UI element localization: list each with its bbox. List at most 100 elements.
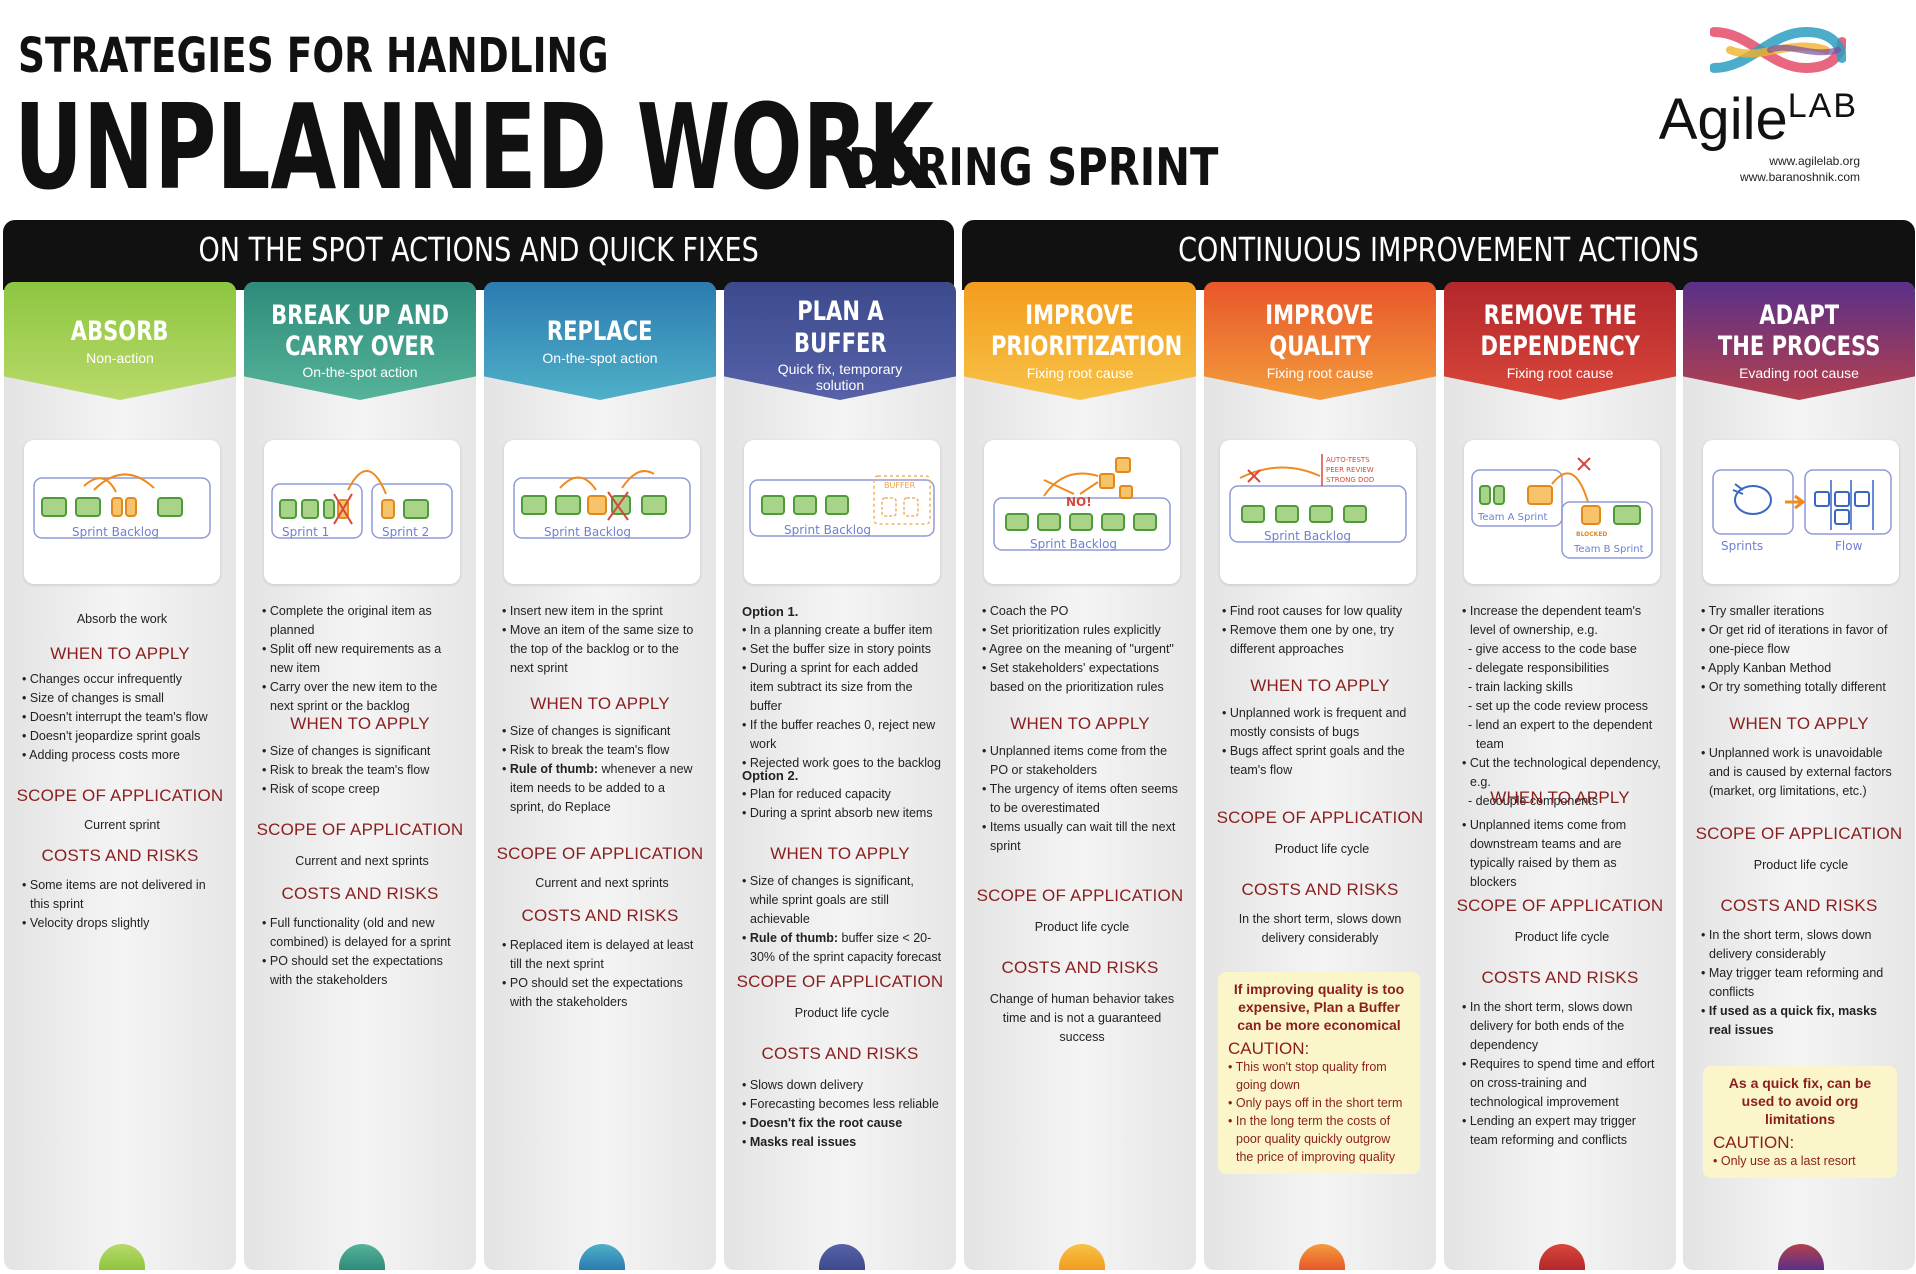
list-item: Rule of thumb: whenever a new item needs… [502,760,702,817]
scope-heading: SCOPE OF APPLICATION [1695,824,1903,843]
list-item: PO should set the expectations with the … [262,952,462,990]
list-item: - decouple components [1468,794,1598,808]
list-item: Unplanned items come from downstream tea… [1462,816,1662,892]
sketch-adapt-process: Sprints Flow [1703,440,1899,584]
column-title-line2: THE PROCESS [1717,331,1881,362]
list-item: Velocity drops slightly [22,914,222,933]
logo-url-agilelab[interactable]: www.agilelab.org [1769,154,1860,168]
list-item: Or try something totally different [1701,678,1901,697]
title-big: UNPLANNED WORK [14,78,934,216]
costs-heading: COSTS AND RISKS [761,1044,919,1063]
scope-heading: SCOPE OF APPLICATION [736,972,944,991]
scope-value: Current sprint [84,818,160,832]
column-title: BREAK UP AND [271,300,449,331]
scope-heading: SCOPE OF APPLICATION [976,886,1184,905]
section-continuous-improvement: CONTINUOUS IMPROVEMENT ACTIONS [962,220,1915,290]
column-title: ADAPT [1759,300,1839,331]
list-item: Apply Kanban Method [1701,659,1901,678]
scope-value: Current and next sprints [535,876,669,890]
list-item: Risk of scope creep [262,780,462,799]
column-subtitle: Non-action [86,350,154,366]
list-item: Only pays off in the short term [1228,1094,1410,1112]
column-title: REPLACE [547,316,653,347]
sketch-label: Team A Sprint [1477,512,1548,523]
column-title-line2: QUALITY [1269,331,1371,362]
list-item: In the long term the costs of poor quali… [1228,1112,1410,1166]
list-item: Slows down delivery [742,1076,942,1095]
column-subtitle: Evading root cause [1739,365,1859,381]
description-list: Complete the original item as planned Sp… [262,602,462,716]
when-list: Changes occur infrequently Size of chang… [22,670,222,765]
list-item: Set prioritization rules explicitly [982,621,1182,640]
sketch-label: Sprints [1721,539,1763,553]
column-subtitle: On-the-spot action [302,364,418,380]
column-header-remove-dependency [1444,282,1676,400]
description-list: Coach the PO Set prioritization rules ex… [982,602,1182,697]
list-item: If used as a quick fix, masks real issue… [1701,1002,1901,1040]
column-dot [1059,1244,1105,1270]
column-title-line2: PRIORITIZATION [990,331,1183,362]
column-header-improve-prioritization [964,282,1196,400]
list-item: - delegate responsibilities [1468,661,1610,675]
list-item: Changes occur infrequently [22,670,222,689]
costs-list: In the short term, slows down delivery c… [1701,926,1901,1040]
column-title: REMOVE THE [1483,300,1637,331]
sketch-label-2: NO! [1066,495,1092,509]
scope-heading: SCOPE OF APPLICATION [1216,808,1424,827]
column-subtitle: Quick fix, temporary [777,361,903,377]
list-item: Find root causes for low quality [1222,602,1422,621]
sketch-improve-prioritization: NO! Sprint Backlog [984,440,1180,584]
when-list: Unplanned items come from the PO or stak… [982,742,1182,856]
column-title: ABSORB [71,316,169,347]
list-item: Doesn't jeopardize sprint goals [22,727,222,746]
list-item: In a planning create a buffer item [742,621,942,640]
column-header-adapt-process [1683,282,1915,400]
sketch-label: Sprint Backlog [72,525,159,539]
logo-url-baranoshnik[interactable]: www.baranoshnik.com [1739,170,1860,184]
description-list: Increase the dependent team's level of o… [1462,602,1662,811]
sketch-absorb: Sprint Backlog [24,440,220,584]
costs-heading: COSTS AND RISKS [1481,968,1639,987]
column-dot [1299,1244,1345,1270]
scope-value: Product life cycle [794,1006,890,1020]
sketch-label: Sprint Backlog [544,525,631,539]
sketch-note: PEER REVIEW [1326,466,1374,474]
list-item: Rule of thumb: buffer size < 20-30% of t… [742,929,942,967]
list-item: In the short term, slows down delivery f… [1462,998,1662,1055]
sketch-label-2: Flow [1835,539,1863,553]
when-list: Size of changes is significant Risk to b… [262,742,462,799]
column-subtitle-line2: solution [815,377,865,393]
description-list: Find root causes for low quality Remove … [1222,602,1422,659]
scope-heading: SCOPE OF APPLICATION [16,786,224,805]
list-item: Adding process costs more [22,746,222,765]
logo-wordmark: AgileLAB [1658,87,1858,152]
callout-bold: If improving quality is too expensive, P… [1233,981,1405,1033]
list-item: PO should set the expectations with the … [502,974,702,1012]
sketch-label-2: Team B Sprint [1573,544,1644,555]
when-heading: WHEN TO APPLY [770,844,910,863]
section-quick-fixes: ON THE SPOT ACTIONS AND QUICK FIXES [3,220,954,290]
column-absorb: ABSORB Non-action Sprint Backlog Absorb … [4,282,236,1270]
list-item: Masks real issues [742,1133,942,1152]
when-heading: WHEN TO APPLY [1729,714,1869,733]
sketch-label: Sprint Backlog [784,523,871,537]
list-item: Try smaller iterations [1701,602,1901,621]
list-item: Doesn't fix the root cause [742,1114,942,1133]
column-header-absorb [4,282,236,400]
sketch-label: Sprint Backlog [1030,537,1117,551]
costs-list: Full functionality (old and new combined… [262,914,462,990]
column-title: IMPROVE [1025,300,1135,331]
list-item: Or get rid of iterations in favor of one… [1701,621,1901,659]
column-dot [1539,1244,1585,1270]
column-break-up: BREAK UP AND CARRY OVER On-the-spot acti… [244,282,476,1270]
column-title-line2: DEPENDENCY [1480,331,1640,362]
list-item: Size of changes is significant, while sp… [742,872,942,929]
list-item: Carry over the new item to the next spri… [262,678,462,716]
costs-list: Some items are not delivered in this spr… [22,876,222,933]
list-item: Unplanned work is frequent and mostly co… [1222,704,1422,742]
column-adapt-process: ADAPT THE PROCESS Evading root cause Spr… [1683,282,1915,1270]
list-item: Full functionality (old and new combined… [262,914,462,952]
callout-heading: CAUTION: [1713,1133,1795,1152]
list-item: Items usually can wait till the next spr… [982,818,1182,856]
when-heading: WHEN TO APPLY [530,694,670,713]
